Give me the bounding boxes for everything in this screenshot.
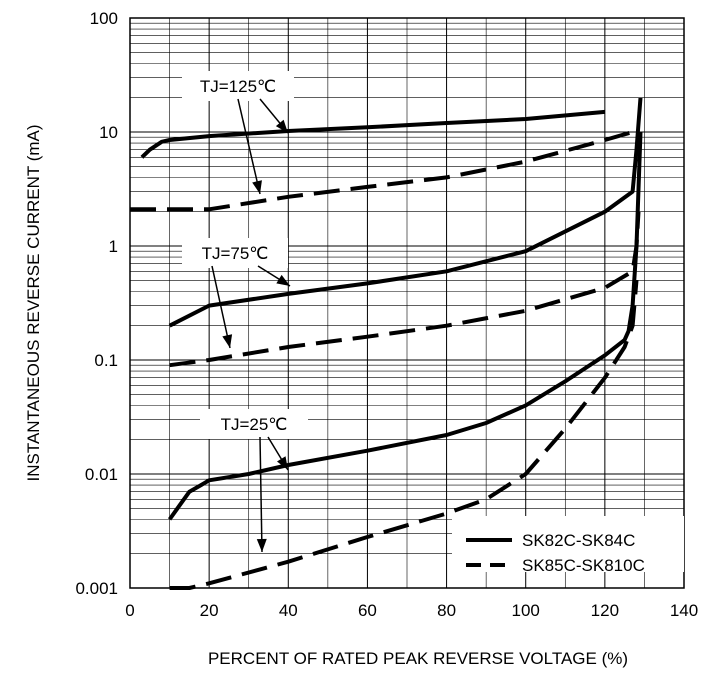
annotation-arrowhead: [222, 334, 233, 348]
annotation-arrow: [237, 98, 261, 195]
solid-curve-25c: [167, 131, 643, 521]
solid-curve-75c: [168, 97, 643, 328]
annotation-background: [200, 409, 308, 439]
x-tick-label: 60: [358, 601, 377, 620]
y-tick-label: 0.01: [85, 465, 118, 484]
x-tick-label: 40: [279, 601, 298, 620]
plot-frame: [129, 17, 685, 589]
x-tick-label: 0: [125, 601, 134, 620]
annotation-arrowhead: [252, 180, 262, 194]
x-tick-label: 80: [437, 601, 456, 620]
annotation-background: [182, 238, 288, 268]
y-tick-label: 1: [109, 237, 118, 256]
annotation-label: TJ=25℃: [221, 415, 288, 434]
annotations: TJ=125℃ TJ=75℃ TJ=25℃: [182, 71, 308, 553]
x-tick-label: 20: [200, 601, 219, 620]
solid-curve-125c: [140, 109, 606, 159]
annotation-arrow: [211, 265, 231, 349]
series-lines: [130, 97, 643, 590]
y-tick-label: 0.1: [94, 351, 118, 370]
y-axis-title: INSTANTANEOUS REVERSE CURRENT (mA): [24, 124, 43, 481]
annotation-arrow: [259, 436, 263, 553]
y-tick-label: 100: [90, 9, 118, 28]
annotation-label: TJ=75℃: [202, 244, 269, 263]
x-tick-label: 140: [670, 601, 698, 620]
annotation-arrowhead: [276, 456, 288, 470]
legend-background: [452, 516, 684, 572]
annotation-label: TJ=125℃: [200, 77, 276, 96]
x-tick-label: 100: [512, 601, 540, 620]
legend: SK82C-SK84C SK85C-SK810C: [452, 516, 684, 575]
annotation-arrowhead: [276, 274, 290, 286]
legend-label: SK82C-SK84C: [522, 531, 635, 550]
x-axis-title: PERCENT OF RATED PEAK REVERSE VOLTAGE (%…: [208, 649, 628, 668]
y-tick-label: 10: [99, 123, 118, 142]
tick-labels: 0 20 40 60 80 100 120 140 0.001 0.01 0.1 1 10 100: [75, 9, 698, 620]
annotation-arrowhead: [256, 538, 267, 552]
annotation-arrowhead: [275, 119, 288, 133]
dashed-curve-25c: [169, 280, 639, 590]
x-tick-label: 120: [591, 601, 619, 620]
y-tick-label: 0.001: [75, 579, 118, 598]
legend-label: SK85C-SK810C: [522, 556, 645, 575]
dashed-curve-125c: [130, 130, 634, 212]
dashed-curve-75c: [169, 211, 641, 368]
annotation-background: [182, 71, 294, 101]
